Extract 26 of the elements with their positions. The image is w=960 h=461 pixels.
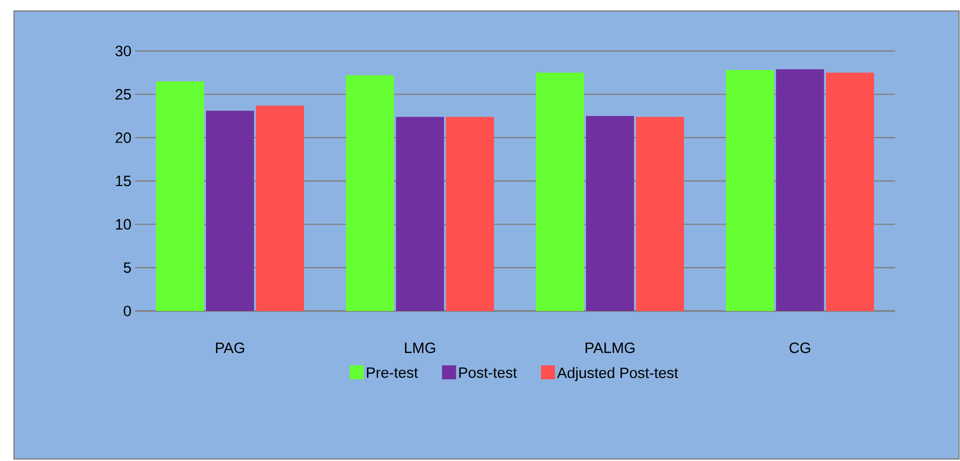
bar [446,116,494,311]
bar [256,106,304,311]
legend-label: Adjusted Post-test [557,367,678,382]
bar [636,116,684,311]
bar [586,116,634,311]
legend-label: Post-test [459,367,517,378]
y-tick-label: 10 [116,219,131,230]
y-tick-label: 15 [116,176,131,186]
bar [776,69,824,311]
y-tick-label: 0 [124,306,131,316]
bar [206,110,254,311]
bar [536,72,584,311]
bar [726,70,774,311]
y-tick-label: 20 [116,132,131,143]
x-tick-label: LMG [405,342,436,354]
x-tick-label: PALMG [586,342,634,354]
y-tick-label: 30 [115,46,131,56]
x-tick-label: PAG [216,342,244,354]
x-tick-label: CG [790,342,810,354]
bar [826,72,874,311]
y-tick-label: 25 [116,89,131,100]
bar [396,116,444,311]
bar [346,75,394,311]
y-tick-label: 5 [124,262,131,273]
legend-label: Pre-test [366,367,418,378]
bar [156,81,204,311]
